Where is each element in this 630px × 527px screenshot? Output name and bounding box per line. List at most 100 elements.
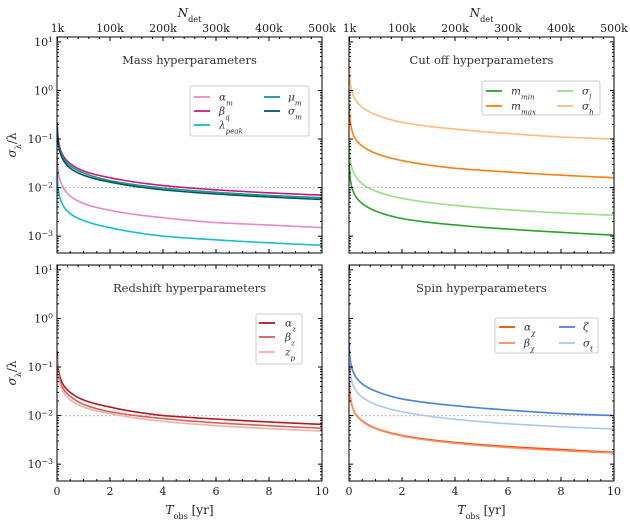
top-axis-label-sub: det: [188, 14, 202, 24]
x-tick-label: 4: [452, 485, 459, 498]
x-tick-label: 8: [558, 485, 565, 498]
legend-label-main: α: [219, 92, 226, 104]
legend-label-sub: peak: [226, 126, 243, 135]
legend-label-sub: m: [295, 98, 302, 107]
x-tick-label: 0: [346, 485, 353, 498]
y-tick-label: 100: [34, 83, 53, 98]
series-line-2: [57, 358, 322, 432]
legend-label: αχ: [524, 322, 536, 338]
y-axis-label: σλ/λ: [5, 132, 23, 157]
x-axis-label-rest: [yr]: [480, 503, 506, 517]
y-axis-label-text-sub: λ: [13, 144, 23, 149]
y-axis-label-text-main: σ: [5, 377, 19, 386]
legend-label-sub: max: [521, 107, 536, 116]
legend-box: [189, 85, 310, 137]
top-tick-label: 400k: [547, 22, 575, 35]
plot-area: [349, 265, 614, 481]
top-tick-label: 100k: [96, 22, 124, 35]
legend-label: σh: [582, 101, 594, 117]
legend-label: αm: [219, 92, 233, 108]
legend-label-sub: z: [290, 338, 295, 347]
series-line-1: [349, 104, 614, 179]
legend-label: βq: [218, 106, 230, 122]
series-line-0: [349, 162, 614, 236]
x-tick-label: 6: [213, 485, 220, 498]
top-axis-label-main: N: [469, 6, 481, 20]
legend-label-sub: χ: [529, 344, 535, 353]
y-tick-label: 10−1: [28, 132, 53, 147]
x-tick-label: 6: [505, 485, 512, 498]
legend-label-sub: l: [589, 92, 591, 101]
panel-title: Cut off hyperparameters: [410, 53, 554, 67]
legend-label: σt: [583, 338, 593, 354]
legend-label-sub: q: [225, 112, 230, 121]
legend-label-main: β: [523, 338, 530, 350]
panel-2: 101 100 10−1 10−2 10−3 σλ/λ 0 2 4 6 8 10 Tobs [yr] Re…: [5, 262, 329, 521]
legend-label: λpeak: [218, 120, 243, 136]
x-axis-label-sub: obs: [173, 511, 187, 521]
legend-label-main: σ: [288, 106, 296, 118]
legend-label-sub: m: [295, 112, 302, 121]
y-tick-label: 10−2: [28, 408, 53, 423]
y-axis-label: σλ/λ: [5, 360, 23, 385]
legend-label-main: α: [524, 322, 531, 334]
x-tick-label: 2: [107, 485, 114, 498]
y-axis-label-text: σλ/λ: [5, 360, 23, 385]
legend-label-sub: χ: [530, 328, 536, 337]
legend-label-main: λ: [218, 120, 226, 132]
legend-label: mmax: [511, 101, 536, 117]
legend-label-main: β: [284, 332, 291, 344]
plot-area: [349, 37, 614, 253]
y-tick-label: 100: [34, 311, 53, 326]
top-tick-label: 1k: [343, 22, 357, 35]
legend-label: σl: [582, 86, 591, 102]
legend-label: βz: [284, 332, 295, 348]
top-tick-label: 100k: [388, 22, 416, 35]
top-tick-label: 400k: [255, 22, 283, 35]
x-tick-label: 2: [399, 485, 406, 498]
y-axis-label-text-rest: /λ: [5, 132, 19, 144]
legend-label-main: β: [218, 106, 225, 118]
y-tick-label: 10−2: [28, 180, 53, 195]
x-tick-label: 10: [607, 485, 621, 498]
x-tick-label: 10: [315, 485, 329, 498]
legend-label-main: m: [511, 101, 521, 113]
y-axis-label-text-sub: λ: [13, 372, 23, 377]
y-axis-label-text-main: σ: [5, 149, 19, 158]
top-axis-label: Ndet: [469, 6, 495, 24]
series-line-3: [349, 355, 614, 430]
series-line-4: [57, 126, 322, 201]
legend-label-main: σ: [582, 86, 590, 98]
x-axis-label: Tobs [yr]: [457, 503, 505, 521]
x-axis-label-main: T: [165, 503, 174, 517]
legend-label-main: μ: [288, 92, 295, 104]
series-line-0: [57, 154, 322, 229]
top-tick-label: 200k: [441, 22, 469, 35]
top-tick-label: 500k: [308, 22, 336, 35]
series-line-2: [57, 171, 322, 247]
legend-label: βχ: [523, 338, 535, 354]
y-axis-label-text: σλ/λ: [5, 132, 23, 157]
x-tick-label: 4: [160, 485, 167, 498]
legend-label-sub: t: [590, 344, 593, 353]
series-line-2: [349, 142, 614, 216]
plot-area: [57, 265, 322, 481]
plot-area: [57, 37, 322, 253]
legend-label-main: z: [284, 347, 291, 359]
top-axis-label-main: N: [177, 6, 189, 20]
x-axis-label-sub: obs: [465, 511, 479, 521]
y-tick-label: 101: [34, 34, 53, 49]
x-axis-label-rest: [yr]: [188, 503, 214, 517]
panel-title: Redshift hyperparameters: [113, 281, 266, 295]
y-tick-label: 101: [34, 262, 53, 277]
legend-label: μm: [288, 92, 302, 108]
legend-label-main: σ: [582, 101, 590, 113]
y-tick-label: 10−1: [28, 360, 53, 375]
x-tick-label: 8: [266, 485, 273, 498]
